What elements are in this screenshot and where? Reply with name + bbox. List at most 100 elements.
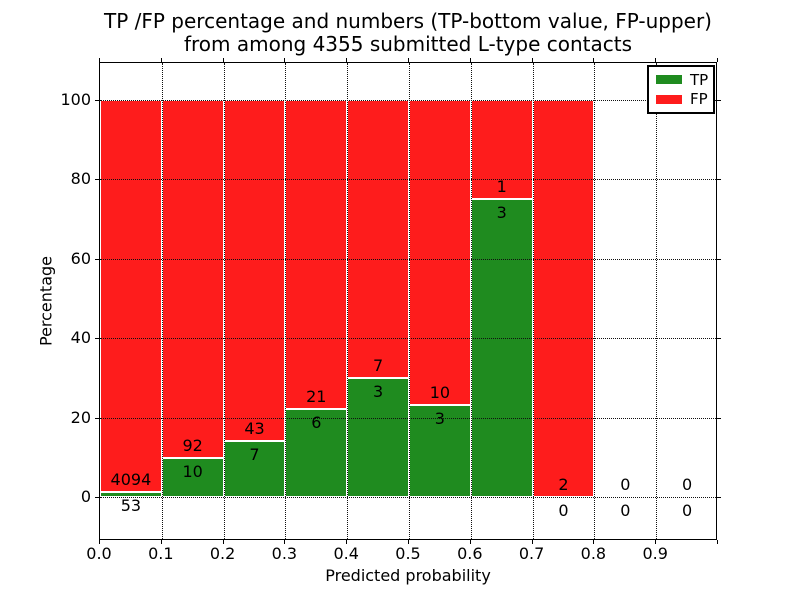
bar-fp-segment (223, 100, 286, 442)
x-axis-label: Predicted probability (325, 566, 491, 585)
y-tick-right (717, 179, 721, 181)
fp-count-label: 0 (620, 475, 631, 494)
bar-fp-segment (532, 100, 595, 497)
fp-legend-swatch (656, 94, 682, 104)
y-tick (95, 179, 99, 181)
y-tick-label: 20 (70, 407, 91, 427)
bar-fp-segment (409, 100, 471, 406)
x-tick-top (99, 58, 100, 62)
y-tick (95, 417, 99, 419)
tp-count-label: 0 (558, 501, 569, 520)
tp-count-label: 0 (682, 501, 693, 520)
x-tick-top (531, 58, 533, 62)
fp-count-label: 10 (429, 383, 451, 403)
y-tick-right (717, 338, 721, 340)
y-tick (95, 100, 99, 101)
x-tick-top (593, 58, 595, 62)
y-tick (95, 258, 99, 260)
x-tick (717, 540, 718, 544)
x-tick-label: 0.5 (395, 544, 421, 563)
bar-tp-segment (100, 491, 162, 497)
y-tick-label: 80 (70, 169, 91, 189)
v-gridline (347, 63, 349, 539)
plot-area: TP FP 4094 53 92 10 43 7 21 6 7 3 10 3 1 3 2 0 0 0 0 0 (99, 62, 717, 540)
x-tick-top (408, 58, 409, 62)
chart-title-line2: from among 4355 submitted L-type contact… (183, 32, 633, 56)
h-gridline (100, 417, 716, 419)
y-tick-right (717, 497, 721, 498)
bar-tp-segment (161, 458, 224, 497)
y-tick-right (717, 417, 721, 419)
y-tick (95, 338, 99, 340)
y-tick (95, 497, 99, 498)
x-tick-top (284, 58, 286, 62)
x-tick-top (222, 58, 224, 62)
x-tick (222, 540, 224, 544)
y-tick-label: 60 (70, 248, 91, 268)
fp-count-label: 2 (558, 475, 569, 494)
fp-count-label: 7 (373, 355, 384, 375)
legend: TP FP (647, 65, 715, 114)
x-tick (408, 540, 409, 544)
x-tick (160, 540, 162, 544)
tp-count-label: 3 (496, 203, 507, 223)
x-tick (531, 540, 533, 544)
v-gridline (409, 63, 410, 539)
v-gridline (470, 63, 472, 539)
legend-item-fp: FP (656, 90, 708, 109)
fp-count-label: 43 (244, 419, 265, 439)
tp-count-label: 6 (311, 412, 322, 432)
h-gridline (100, 100, 716, 101)
x-tick-top (655, 58, 657, 62)
h-gridline (100, 497, 716, 498)
v-gridline (223, 63, 225, 539)
fp-count-label: 4094 (110, 469, 152, 489)
y-tick-right (717, 258, 721, 260)
x-tick-label: 0.2 (209, 544, 236, 563)
x-tick (346, 540, 348, 544)
chart-title: TP /FP percentage and numbers (TP-bottom… (99, 10, 717, 56)
fp-count-label: 92 (182, 436, 203, 456)
legend-label-tp: TP (690, 70, 709, 89)
x-tick-label: 0.8 (580, 544, 607, 563)
bar-fp-segment (161, 100, 224, 459)
fp-count-label: 21 (306, 386, 327, 406)
fp-count-label: 1 (496, 177, 507, 197)
y-tick-label: 40 (70, 328, 91, 348)
y-tick-label: 100 (60, 90, 91, 109)
bar-tp-segment (285, 408, 348, 497)
legend-item-tp: TP (656, 70, 709, 89)
v-gridline (594, 63, 596, 539)
x-tick-top (717, 58, 718, 62)
tp-count-label: 3 (373, 381, 384, 401)
bar-fp-segment (470, 100, 533, 200)
x-tick-label: 0.4 (333, 544, 359, 563)
h-gridline (100, 258, 716, 260)
x-tick (469, 540, 471, 544)
legend-label-fp: FP (690, 90, 708, 109)
x-tick-top (160, 58, 162, 62)
x-tick-label: 0.0 (86, 544, 112, 563)
tp-count-label: 10 (182, 462, 203, 482)
chart-title-line1: TP /FP percentage and numbers (TP-bottom… (104, 9, 712, 33)
x-tick (593, 540, 595, 544)
tp-count-label: 53 (120, 495, 142, 515)
x-tick-label: 0.9 (642, 544, 668, 563)
bar-fp-segment (347, 100, 409, 378)
x-tick-label: 0.7 (518, 544, 545, 563)
v-gridline (656, 63, 658, 539)
tp-count-label: 7 (249, 445, 260, 465)
fp-count-label: 0 (682, 475, 693, 494)
bar-tp-segment (347, 377, 409, 497)
v-gridline (285, 63, 287, 539)
bar-fp-segment (100, 100, 162, 492)
x-tick-top (346, 58, 348, 62)
x-tick (99, 540, 100, 544)
v-gridline (161, 63, 163, 539)
tp-count-label: 3 (434, 409, 445, 429)
x-tick (284, 540, 286, 544)
y-tick-right (717, 100, 721, 101)
bar-fp-segment (285, 100, 348, 409)
x-tick-top (469, 58, 471, 62)
